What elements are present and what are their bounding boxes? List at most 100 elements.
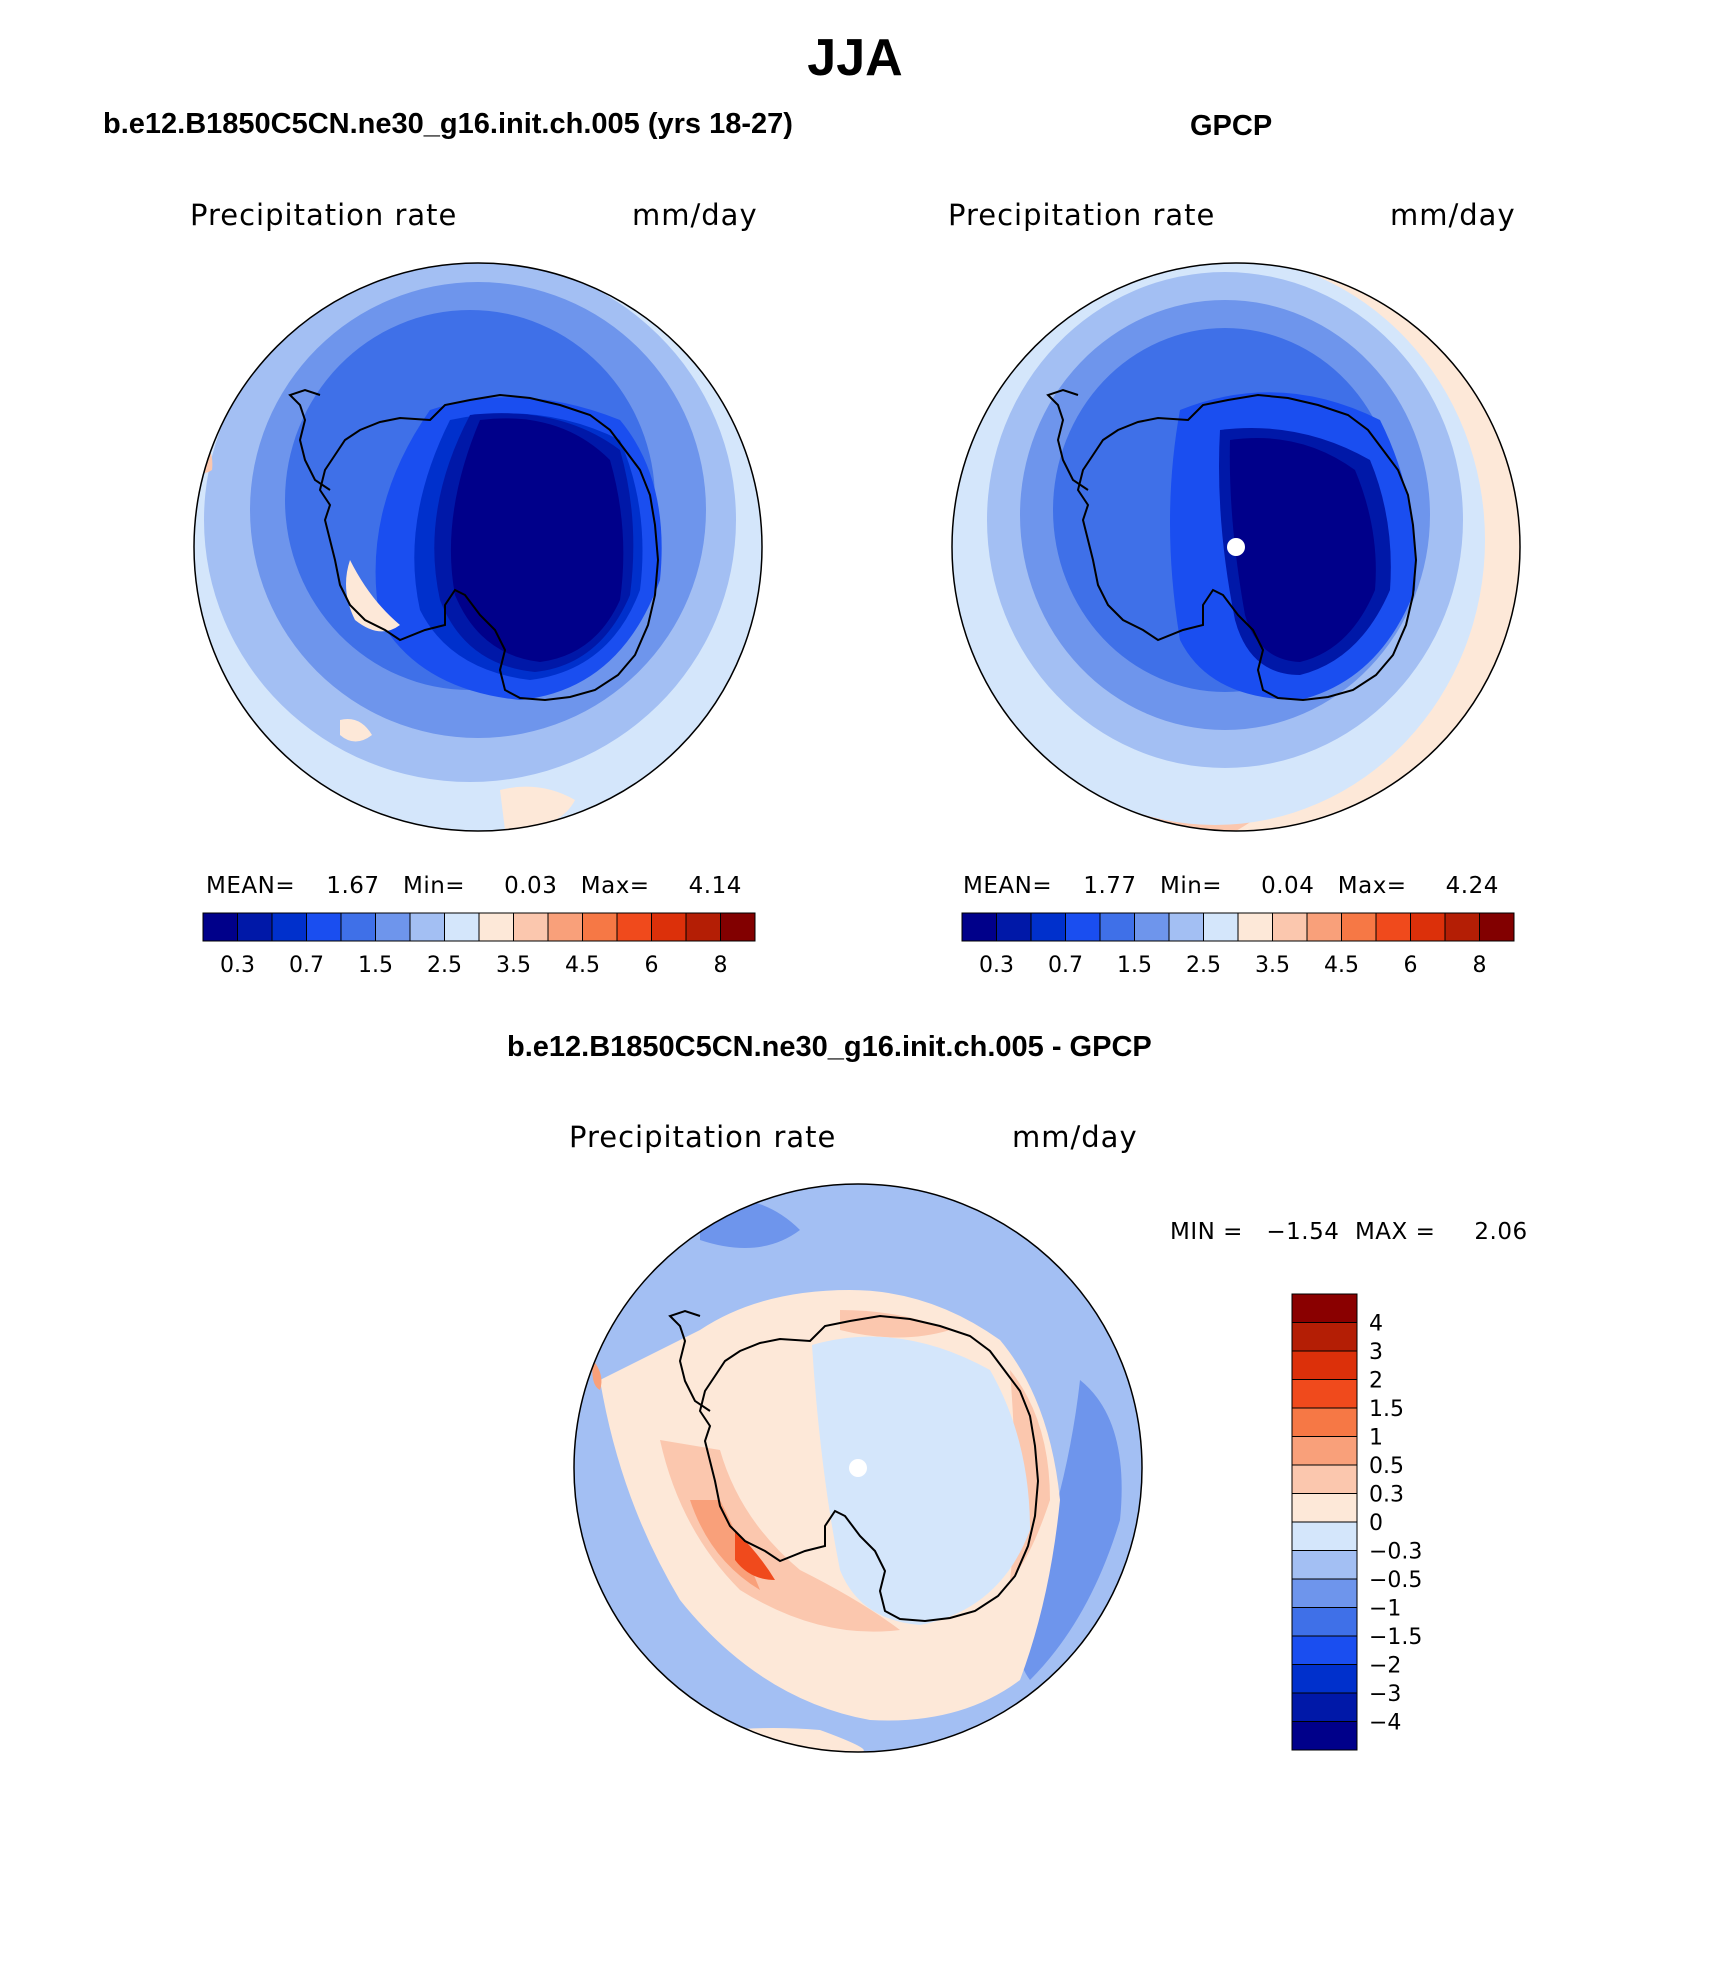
colorbar-2-swatch (1237, 912, 1273, 942)
colorbar-2-swatch (996, 912, 1032, 942)
colorbar-3-label: −3 (1369, 1682, 1401, 1707)
colorbar-1-swatch (409, 912, 445, 942)
panel-2-units: mm/day (1390, 198, 1516, 232)
colorbar-2-swatch (1444, 912, 1480, 942)
colorbar-2-swatch (1272, 912, 1308, 942)
colorbar-1-label: 3.5 (496, 953, 531, 978)
colorbar-2-swatch (1203, 912, 1239, 942)
colorbar-2-label: 0.7 (1048, 953, 1083, 978)
colorbar-3-label: 1 (1369, 1426, 1383, 1451)
colorbar-3-label: 0.3 (1369, 1483, 1404, 1508)
colorbar-3-label: −1 (1369, 1597, 1401, 1622)
panel-1-title: b.e12.B1850C5CN.ne30_g16.init.ch.005 (yr… (103, 108, 793, 140)
panel-3-stats: MIN = −1.54 MAX = 2.06 (1170, 1219, 1528, 1245)
map-panel-1 (194, 263, 762, 831)
map-panel-3 (574, 1184, 1142, 1752)
colorbar-2-swatch (1341, 912, 1377, 942)
colorbar-1-swatch (237, 912, 273, 942)
colorbar-3-swatch (1291, 1521, 1358, 1551)
colorbar-3-label: −4 (1369, 1711, 1401, 1736)
panel-3-units: mm/day (1012, 1120, 1138, 1154)
colorbar-1-swatch (375, 912, 411, 942)
map-panel-2 (952, 263, 1520, 831)
colorbar-2-label: 0.3 (979, 953, 1014, 978)
panel-3-variable: Precipitation rate (569, 1120, 837, 1154)
colorbar-3-swatch (1291, 1692, 1358, 1722)
colorbar-3-label: −0.3 (1369, 1540, 1422, 1565)
colorbar-2-label: 8 (1473, 953, 1487, 978)
colorbar-2-label: 6 (1404, 953, 1418, 978)
colorbar-3-swatch (1291, 1379, 1358, 1409)
colorbar-3-swatch (1291, 1322, 1358, 1352)
colorbar-3-label: 2 (1369, 1369, 1383, 1394)
colorbar-2-swatch (1134, 912, 1170, 942)
colorbar-1-swatch (271, 912, 307, 942)
colorbar-3-label: 4 (1369, 1312, 1383, 1337)
colorbar-1-swatch (651, 912, 687, 942)
colorbar-2-swatch (1306, 912, 1342, 942)
colorbar-1-label: 2.5 (427, 953, 462, 978)
colorbar-3-label: −2 (1369, 1654, 1401, 1679)
colorbar-2-label: 4.5 (1324, 953, 1359, 978)
colorbar-2-label: 2.5 (1186, 953, 1221, 978)
colorbar-1-swatch (720, 912, 756, 942)
colorbar-3-label: 0 (1369, 1511, 1383, 1536)
colorbar-1-swatch (547, 912, 583, 942)
colorbar-2-swatch (961, 912, 997, 942)
colorbar-1-label: 8 (714, 953, 728, 978)
colorbar-3-swatch (1291, 1407, 1358, 1437)
colorbar-3-label: 1.5 (1369, 1397, 1404, 1422)
colorbar-3-swatch (1291, 1721, 1358, 1751)
panel-1-units: mm/day (632, 198, 758, 232)
colorbar-1-swatch (340, 912, 376, 942)
colorbar-1-swatch (444, 912, 480, 942)
colorbar-1-swatch (616, 912, 652, 942)
colorbar-1-label: 4.5 (565, 953, 600, 978)
colorbar-3-label: −0.5 (1369, 1568, 1422, 1593)
colorbar-panel-3: 4 3 2 1.5 1 0.5 0.3 0 −0.3 −0.5 −1 −1.5 −2 −3 −4 (1291, 1293, 1422, 1751)
colorbar-3-swatch (1291, 1635, 1358, 1665)
colorbar-3-label: 3 (1369, 1340, 1383, 1365)
colorbar-3-swatch (1291, 1578, 1358, 1608)
colorbar-2-swatch (1375, 912, 1411, 942)
colorbar-3-swatch (1291, 1493, 1358, 1523)
colorbar-3-swatch (1291, 1607, 1358, 1637)
coastline-2 (1076, 393, 1418, 702)
colorbar-1-swatch (513, 912, 549, 942)
panel-2-stats: MEAN= 1.77 Min= 0.04 Max= 4.24 (963, 873, 1499, 899)
colorbar-2-swatch (1479, 912, 1515, 942)
colorbar-3-swatch (1291, 1350, 1358, 1380)
colorbar-2-swatch (1030, 912, 1066, 942)
coastline-1 (318, 393, 660, 702)
panel-1-stats: MEAN= 1.67 Min= 0.03 Max= 4.14 (206, 873, 742, 899)
colorbar-panel-2: 0.3 0.7 1.5 2.5 3.5 4.5 6 8 (961, 912, 1515, 978)
colorbar-2-swatch (1099, 912, 1135, 942)
colorbar-2-swatch (1065, 912, 1101, 942)
colorbar-3-swatch (1291, 1464, 1358, 1494)
colorbar-1-swatch (306, 912, 342, 942)
colorbar-1-label: 0.3 (220, 953, 255, 978)
colorbar-2-label: 1.5 (1117, 953, 1152, 978)
colorbar-3-swatch (1291, 1436, 1358, 1466)
coastline-3 (698, 1314, 1040, 1623)
colorbar-2-swatch (1410, 912, 1446, 942)
panel-1-variable: Precipitation rate (190, 198, 458, 232)
colorbar-3-swatch (1291, 1550, 1358, 1580)
panel-3-title: b.e12.B1850C5CN.ne30_g16.init.ch.005 - G… (507, 1031, 1152, 1063)
colorbar-1-swatch (478, 912, 514, 942)
colorbar-3-swatch (1291, 1664, 1358, 1694)
colorbar-1-swatch (685, 912, 721, 942)
colorbar-2-label: 3.5 (1255, 953, 1290, 978)
colorbar-1-label: 6 (645, 953, 659, 978)
colorbar-3-label: 0.5 (1369, 1454, 1404, 1479)
colorbar-panel-1: 0.3 0.7 1.5 2.5 3.5 4.5 6 8 (202, 912, 756, 978)
colorbar-2-swatch (1168, 912, 1204, 942)
colorbar-3-swatch (1291, 1293, 1358, 1323)
colorbar-1-label: 1.5 (358, 953, 393, 978)
panel-2-variable: Precipitation rate (948, 198, 1216, 232)
panel-2-title: GPCP (1190, 110, 1273, 142)
colorbar-1-swatch (582, 912, 618, 942)
colorbar-1-swatch (202, 912, 238, 942)
colorbar-3-label: −1.5 (1369, 1625, 1422, 1650)
